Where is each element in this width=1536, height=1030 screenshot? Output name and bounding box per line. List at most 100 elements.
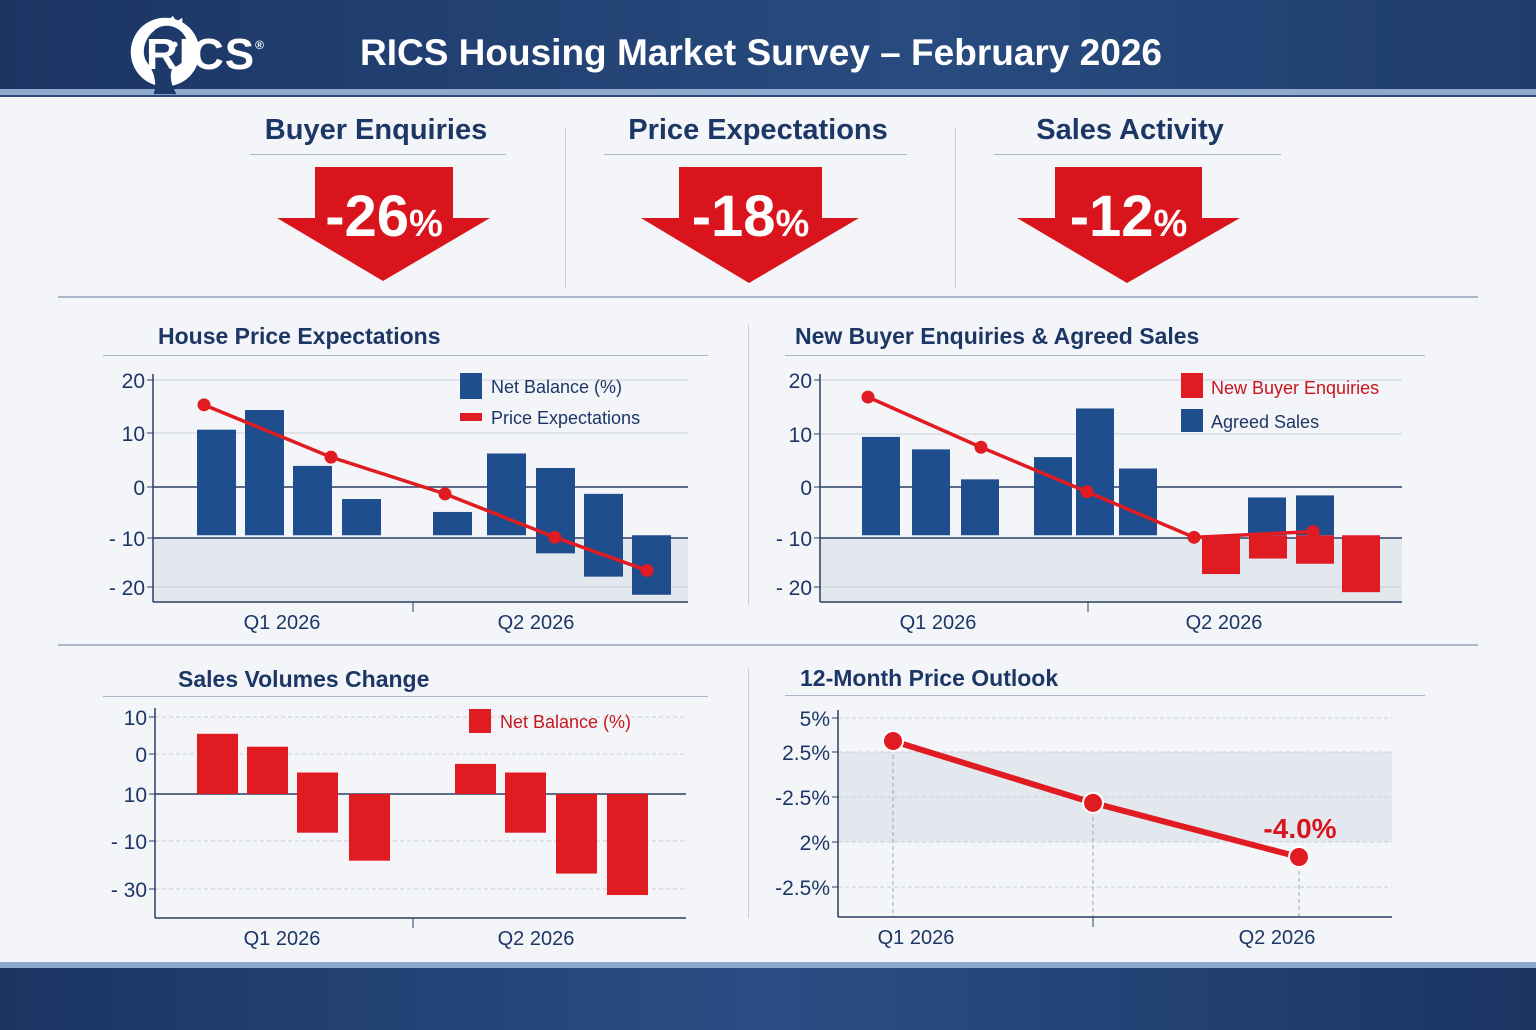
kpi-underline (250, 154, 506, 155)
chart-title-underline (785, 695, 1425, 696)
y-tick-label: 10 (122, 423, 145, 446)
y-tick-label: 0 (133, 477, 145, 500)
y-tick-label: - 20 (109, 577, 145, 600)
x-tick-label: Q2 2026 (1186, 612, 1263, 634)
y-tick-label: 10 (789, 424, 812, 447)
bar (961, 479, 999, 536)
y-tick-label: - 10 (109, 528, 145, 551)
legend-swatch-icon (469, 709, 491, 733)
page-title: RICS Housing Market Survey – February 20… (360, 32, 1162, 73)
bar (1296, 535, 1334, 564)
chart-title-underline (103, 355, 708, 356)
data-point (974, 440, 988, 454)
header-bar (0, 0, 1536, 90)
data-point (882, 730, 904, 752)
section-divider (58, 296, 1478, 298)
bar (505, 772, 546, 833)
bar (607, 794, 648, 896)
data-point (197, 398, 211, 412)
x-tick-label: Q1 2026 (878, 927, 955, 949)
kpi-title-price-expectations: Price Expectations (628, 114, 888, 146)
x-tick-label: Q2 2026 (498, 928, 575, 950)
registered-mark: ® (255, 38, 265, 52)
y-tick-label: - 10 (776, 528, 812, 551)
bar (342, 499, 381, 536)
bar (862, 436, 900, 536)
legend-swatch-icon (460, 413, 482, 421)
brand-name: RICS® (146, 30, 265, 80)
down-arrow-icon (641, 167, 859, 283)
data-point (861, 390, 875, 404)
legend-swatch-icon (1181, 373, 1203, 398)
bar (1202, 535, 1240, 575)
divider (748, 668, 749, 918)
data-point (1288, 846, 1310, 869)
legend-swatch-icon (460, 373, 482, 399)
bar (433, 511, 472, 536)
chart-title-underline (785, 355, 1425, 356)
y-tick-label: 10 (124, 784, 147, 807)
bar (1034, 457, 1072, 536)
data-point (1080, 485, 1094, 499)
legend-label: New Buyer Enquiries (1211, 378, 1379, 398)
data-point (324, 450, 338, 464)
brand-text: RICS (146, 30, 256, 79)
y-tick-label: 2% (800, 832, 830, 855)
y-tick-label: - 10 (111, 831, 147, 854)
bar (1249, 535, 1287, 559)
y-tick-label: 0 (800, 477, 812, 500)
bar (1342, 535, 1380, 593)
y-tick-label: - 20 (776, 577, 812, 600)
y-tick-label: -2.5% (775, 787, 830, 810)
bar (247, 746, 288, 794)
data-point (640, 563, 654, 577)
y-tick-label: 0 (135, 744, 147, 767)
kpi-value: -26% (325, 184, 443, 249)
legend-label: Net Balance (%) (500, 712, 631, 732)
section-divider (58, 644, 1478, 646)
data-point (1187, 530, 1201, 544)
y-tick-label: 10 (124, 707, 147, 730)
kpi-underline (994, 154, 1281, 155)
data-point (438, 487, 452, 501)
kpi-title-buyer-enquiries: Buyer Enquiries (264, 114, 488, 146)
y-tick-label: 5% (800, 708, 830, 731)
down-arrow-icon (1017, 167, 1240, 283)
chart-title-buyer-enquiries-sales: New Buyer Enquiries & Agreed Sales (795, 323, 1200, 349)
x-tick-label: Q1 2026 (244, 928, 321, 950)
kpi-value: -12% (1070, 184, 1188, 249)
x-tick-label: Q2 2026 (498, 612, 575, 634)
bar (584, 493, 623, 577)
legend-label: Agreed Sales (1211, 412, 1319, 432)
divider (565, 128, 566, 288)
divider (955, 128, 956, 288)
y-tick-label: 20 (789, 370, 812, 393)
data-point (1306, 525, 1320, 539)
kpi-underline (604, 154, 907, 155)
y-tick-label: -2.5% (775, 877, 830, 900)
kpi-title-sales-activity: Sales Activity (1036, 114, 1224, 146)
down-arrow-icon (277, 167, 490, 281)
kpi-value: -18% (692, 184, 810, 249)
bar (297, 772, 338, 833)
chart-title-underline (103, 696, 708, 697)
legend-label: Price Expectations (491, 408, 640, 428)
data-point (548, 530, 562, 544)
footer-bar (0, 962, 1536, 1030)
bar (912, 449, 950, 536)
x-tick-label: Q1 2026 (900, 612, 977, 634)
chart-title-sales-volumes: Sales Volumes Change (178, 666, 430, 692)
bar (197, 733, 238, 794)
x-tick-label: Q2 2026 (1239, 927, 1316, 949)
bar (197, 429, 236, 536)
y-tick-label: - 30 (111, 879, 147, 902)
y-tick-label: 2.5% (782, 742, 830, 765)
legend-swatch-icon (1181, 409, 1203, 432)
bar (556, 794, 597, 874)
rics-lion-logo-icon (130, 15, 200, 95)
bar (1119, 468, 1157, 536)
header-stripe (0, 89, 1536, 97)
bar (1248, 497, 1286, 536)
value-annotation: -4.0% (1263, 813, 1336, 844)
